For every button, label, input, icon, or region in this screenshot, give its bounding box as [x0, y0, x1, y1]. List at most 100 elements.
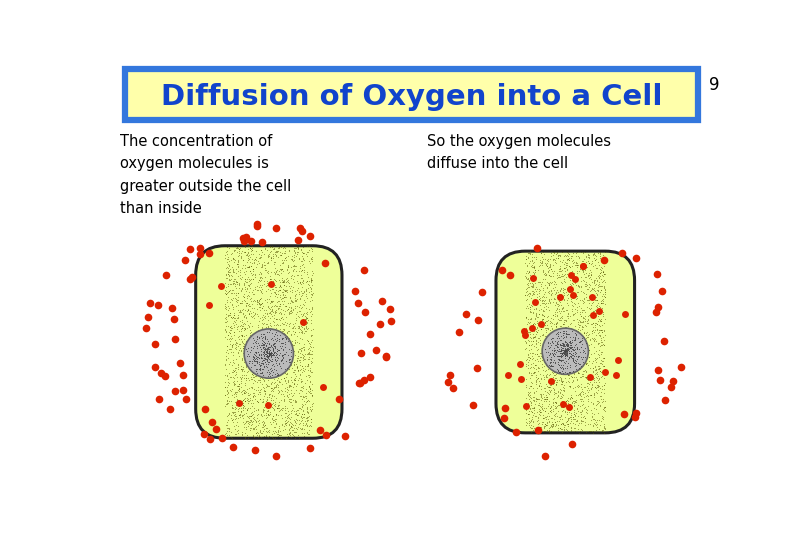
Point [284, 347, 297, 356]
Point [306, 398, 319, 407]
Point [547, 399, 560, 408]
Point [266, 254, 279, 262]
Point [228, 411, 241, 420]
Point [573, 338, 586, 346]
Point [542, 376, 555, 385]
Point [562, 371, 575, 380]
Point [565, 350, 578, 359]
Point [284, 296, 297, 305]
Point [257, 310, 270, 319]
Point [271, 380, 284, 389]
Point [226, 266, 239, 275]
Point [539, 353, 552, 361]
Point [253, 388, 266, 396]
Point [566, 310, 579, 319]
Point [253, 352, 266, 360]
Point [268, 349, 281, 357]
Point [539, 302, 552, 311]
Point [584, 300, 597, 309]
Point [570, 346, 583, 355]
Point [278, 340, 291, 349]
Point [264, 313, 277, 322]
Point [244, 327, 257, 336]
Point [551, 291, 564, 300]
Point [537, 389, 550, 398]
Point [305, 392, 318, 400]
Point [261, 365, 274, 374]
Point [588, 255, 601, 264]
Point [268, 336, 281, 345]
Point [537, 353, 550, 362]
Point [232, 340, 245, 348]
Point [266, 362, 279, 371]
Point [578, 345, 591, 354]
Point [303, 353, 316, 361]
Point [599, 293, 612, 302]
Point [229, 301, 242, 310]
Point [548, 255, 561, 264]
Point [282, 351, 295, 360]
Point [271, 336, 284, 345]
Point [262, 433, 275, 442]
Point [262, 349, 275, 357]
Point [555, 285, 568, 293]
Point [297, 429, 310, 437]
Point [225, 271, 238, 280]
Point [587, 349, 600, 357]
Point [589, 261, 602, 269]
Point [237, 403, 249, 411]
Point [598, 326, 611, 334]
Point [527, 393, 540, 402]
Point [558, 426, 571, 435]
Point [270, 329, 283, 338]
Point [547, 334, 560, 342]
Point [536, 275, 549, 284]
Point [553, 321, 566, 330]
Point [251, 356, 264, 365]
Point [556, 349, 569, 358]
Point [224, 311, 237, 320]
Point [272, 243, 285, 252]
Point [582, 298, 595, 307]
Point [279, 373, 292, 382]
Point [584, 275, 597, 284]
Point [292, 288, 305, 296]
Point [570, 415, 583, 424]
Point [306, 325, 319, 334]
Point [253, 330, 266, 339]
Point [229, 363, 242, 372]
Point [301, 247, 314, 256]
Point [259, 341, 272, 349]
Point [580, 281, 593, 290]
Point [526, 396, 539, 404]
Point [266, 367, 279, 376]
Point [292, 356, 305, 364]
Point [237, 256, 249, 265]
Point [260, 323, 273, 332]
Point [599, 407, 612, 416]
Point [543, 295, 556, 304]
Point [288, 262, 301, 271]
Point [265, 322, 278, 330]
Point [275, 339, 288, 348]
Point [267, 318, 280, 326]
Point [228, 424, 241, 433]
Point [526, 334, 539, 342]
Point [561, 346, 573, 355]
Point [285, 422, 298, 430]
Point [579, 341, 592, 350]
Point [539, 357, 552, 366]
Point [574, 416, 587, 425]
Point [582, 392, 595, 400]
Point [293, 356, 306, 364]
Point [281, 376, 294, 384]
Point [275, 355, 288, 364]
Point [296, 343, 309, 352]
Point [594, 384, 607, 393]
Point [247, 258, 260, 267]
Point [246, 375, 259, 383]
Point [562, 345, 575, 354]
Point [544, 359, 556, 367]
Point [278, 374, 291, 382]
Point [529, 287, 542, 295]
